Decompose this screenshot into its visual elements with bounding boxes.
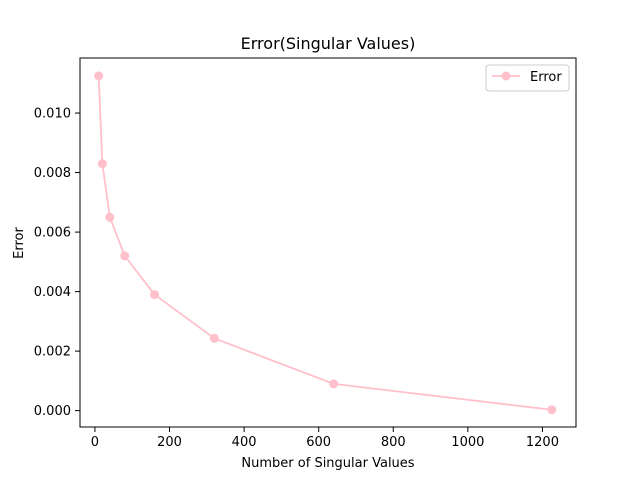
data-point <box>329 379 339 389</box>
chart-title: Error(Singular Values) <box>241 34 416 53</box>
legend-marker-swatch <box>501 71 511 81</box>
data-point <box>547 405 557 415</box>
data-point <box>94 71 104 81</box>
x-tick-label: 1000 <box>451 435 484 450</box>
series-line <box>97 75 552 411</box>
y-tick-label: 0.006 <box>34 226 71 241</box>
y-axis-title: Error <box>12 227 27 259</box>
x-tick-label: 800 <box>381 435 406 450</box>
x-axis-title: Number of Singular Values <box>241 456 414 471</box>
data-point <box>209 333 219 343</box>
plot-layer: 0 200 400 600 800 1000 1200 0.000 0.002 0.004 0.00… <box>34 57 577 450</box>
data-point <box>150 290 160 300</box>
plot-frame <box>79 57 577 428</box>
y-tick-label: 0.000 <box>34 404 71 419</box>
legend: Error <box>485 64 570 92</box>
y-tick-label: 0.008 <box>34 166 71 181</box>
x-tick-label: 600 <box>306 435 331 450</box>
legend-box <box>485 64 570 92</box>
x-tick-label: 200 <box>157 435 182 450</box>
data-point <box>120 251 130 261</box>
data-point <box>97 159 107 169</box>
x-tick-label: 1200 <box>526 435 559 450</box>
data-point <box>105 212 115 222</box>
y-tick-label: 0.002 <box>34 345 71 360</box>
x-tick-label: 0 <box>91 435 99 450</box>
y-tick-label: 0.004 <box>34 285 71 300</box>
y-tick-label: 0.010 <box>34 107 71 122</box>
x-tick-label: 400 <box>232 435 257 450</box>
legend-label: Error <box>530 70 562 85</box>
